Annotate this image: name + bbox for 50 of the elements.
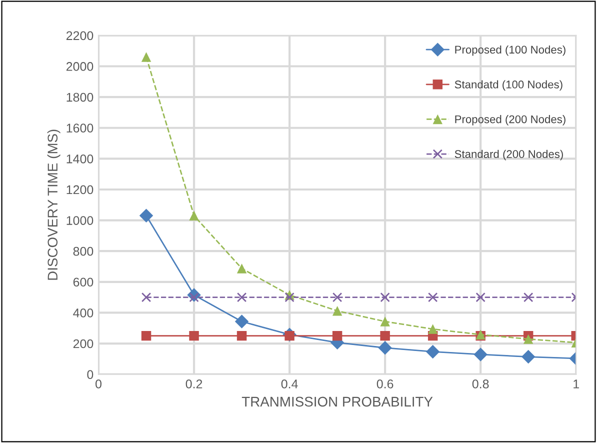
x-tick-label: 0.8	[472, 380, 489, 388]
point	[378, 340, 392, 355]
legend-label: Proposed (200 Nodes)	[455, 115, 566, 126]
point	[139, 208, 154, 223]
x-tick-label: 1	[574, 380, 579, 388]
point	[189, 210, 199, 221]
y-tick-label: 1400	[66, 154, 94, 164]
point	[141, 330, 152, 341]
point	[428, 292, 438, 302]
y-tick-label: 1000	[66, 216, 94, 225]
point	[236, 330, 247, 341]
point	[234, 314, 249, 328]
y-tick-label: 2200	[66, 31, 94, 40]
y-axis-title: DISCOVERY TIME (MS)	[47, 130, 60, 280]
point	[523, 334, 534, 344]
point	[521, 350, 536, 364]
point	[332, 292, 342, 302]
point	[332, 330, 342, 341]
point	[284, 292, 294, 302]
legend-label: Standatd (100 Nodes)	[454, 80, 562, 91]
y-tick-label: 800	[73, 246, 94, 256]
x-tick-label: 0.2	[186, 380, 202, 388]
y-tick-label: 2000	[66, 62, 94, 71]
point	[141, 292, 152, 302]
point	[380, 316, 390, 326]
point	[428, 324, 438, 334]
x-tick-label: 0.6	[376, 380, 394, 388]
y-tick-label: 1600	[66, 124, 94, 133]
y-tick-label: 1200	[66, 185, 94, 194]
point	[523, 292, 534, 302]
point	[474, 348, 488, 362]
point	[332, 306, 342, 316]
point	[141, 52, 152, 62]
point	[189, 330, 199, 341]
y-tick-label: 400	[73, 308, 94, 318]
legend-label: Proposed (100 Nodes)	[455, 45, 566, 56]
x-axis-title: TRANMISSION PROBABILITY	[242, 396, 433, 407]
point	[236, 264, 247, 274]
x-tick-label: 0	[96, 380, 102, 388]
point	[476, 292, 486, 302]
legend-label: Standard (200 Nodes)	[454, 150, 563, 160]
y-tick-label: 600	[73, 278, 94, 287]
y-tick-label: 200	[73, 339, 94, 348]
y-tick-label: 0	[87, 370, 94, 379]
point	[236, 292, 247, 302]
x-tick-label: 0.4	[281, 380, 298, 388]
point	[426, 344, 440, 359]
point	[380, 330, 390, 341]
point	[380, 292, 390, 302]
y-tick-label: 1800	[66, 92, 94, 102]
